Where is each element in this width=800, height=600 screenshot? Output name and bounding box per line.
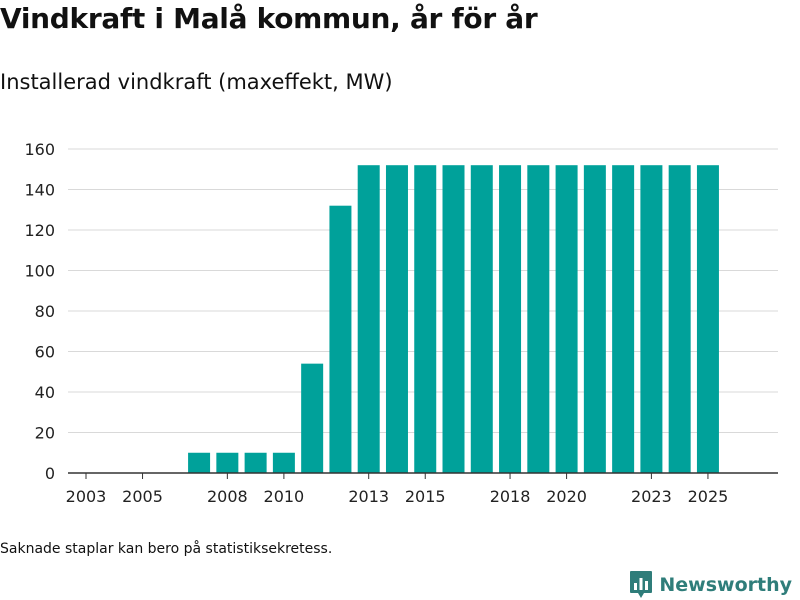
x-tick-label: 2005 bbox=[122, 487, 163, 506]
y-tick-label: 20 bbox=[35, 424, 55, 443]
bar bbox=[668, 165, 691, 473]
chart-title: Vindkraft i Malå kommun, år för år bbox=[0, 2, 538, 35]
x-tick-label: 2003 bbox=[66, 487, 107, 506]
x-tick-label: 2013 bbox=[348, 487, 389, 506]
bar bbox=[640, 165, 663, 473]
footnote: Saknade staplar kan bero på statistiksek… bbox=[0, 541, 333, 557]
y-tick-label: 100 bbox=[24, 262, 55, 281]
brand-name: Newsworthy bbox=[659, 574, 792, 596]
chart-subtitle: Installerad vindkraft (maxeffekt, MW) bbox=[0, 70, 393, 94]
x-tick-label: 2018 bbox=[490, 487, 531, 506]
bar bbox=[612, 165, 635, 473]
bar bbox=[244, 452, 267, 473]
newsworthy-logo[interactable]: Newsworthy bbox=[629, 570, 792, 600]
y-tick-label: 80 bbox=[35, 302, 55, 321]
bar bbox=[357, 165, 380, 473]
bar-chart-speech-bubble-icon bbox=[630, 571, 653, 598]
bar bbox=[329, 205, 352, 473]
x-tick-label: 2008 bbox=[207, 487, 248, 506]
y-tick-label: 120 bbox=[24, 221, 55, 240]
bar bbox=[188, 452, 211, 473]
bar bbox=[442, 165, 465, 473]
x-tick-label: 2025 bbox=[688, 487, 729, 506]
y-tick-label: 60 bbox=[35, 343, 55, 362]
y-tick-label: 0 bbox=[45, 464, 55, 483]
bar bbox=[301, 363, 324, 473]
y-tick-label: 140 bbox=[24, 181, 55, 200]
x-tick-label: 2015 bbox=[405, 487, 446, 506]
bar bbox=[527, 165, 550, 473]
bar bbox=[555, 165, 578, 473]
x-tick-label: 2010 bbox=[264, 487, 305, 506]
bar bbox=[470, 165, 493, 473]
bar-chart: 0 20 40 60 80 100 120 140 160 2003 2005 2008 2010 201… bbox=[24, 140, 778, 506]
y-tick-label: 40 bbox=[35, 383, 55, 402]
bar bbox=[696, 165, 719, 473]
bar bbox=[216, 452, 239, 473]
bar bbox=[499, 165, 522, 473]
bar bbox=[272, 452, 295, 473]
bar bbox=[583, 165, 606, 473]
y-tick-label: 160 bbox=[24, 140, 55, 159]
x-tick-label: 2020 bbox=[546, 487, 587, 506]
bar bbox=[414, 165, 437, 473]
bar bbox=[385, 165, 408, 473]
x-tick-label: 2023 bbox=[631, 487, 672, 506]
